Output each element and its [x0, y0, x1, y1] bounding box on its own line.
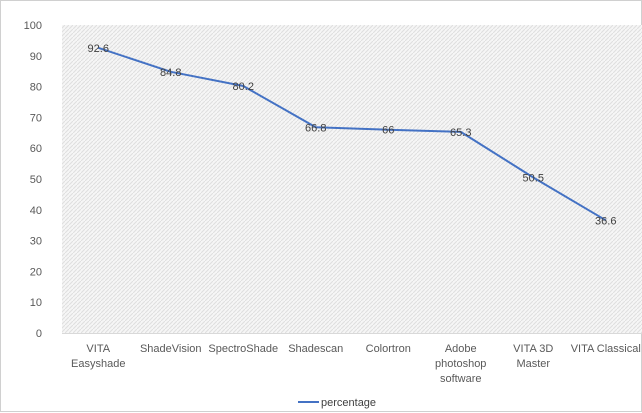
plot-area [62, 25, 642, 333]
x-tick-label: Colortron [366, 343, 411, 355]
y-tick-label: 30 [30, 236, 42, 248]
data-label: 36.6 [595, 215, 616, 227]
y-tick-label: 80 [30, 82, 42, 94]
data-label: 66.8 [305, 122, 326, 134]
data-label: 66 [382, 125, 394, 137]
x-tick-label: VITA Classical [571, 343, 641, 355]
y-tick-label: 60 [30, 143, 42, 155]
legend-entry-percentage: percentage [321, 397, 376, 409]
y-tick-label: 40 [30, 205, 42, 217]
y-tick-label: 100 [24, 20, 42, 32]
data-label: 50.5 [523, 172, 544, 184]
y-tick-label: 10 [30, 297, 42, 309]
y-tick-label: 90 [30, 51, 42, 63]
legend: percentage [298, 397, 376, 409]
data-label: 80.2 [233, 81, 254, 93]
y-tick-label: 50 [30, 174, 42, 186]
y-tick-label: 0 [36, 328, 42, 340]
data-label: 92.6 [88, 43, 109, 55]
data-label: 84.8 [160, 67, 181, 79]
x-tick-label: ShadeVision [140, 343, 202, 355]
x-tick-label: SpectroShade [208, 343, 278, 355]
y-axis: 0 10 20 30 40 50 60 70 80 90 100 [24, 20, 42, 340]
y-tick-label: 20 [30, 266, 42, 278]
data-label: 65.3 [450, 127, 471, 139]
x-tick-label: Shadescan [288, 343, 343, 355]
y-tick-label: 70 [30, 112, 42, 124]
